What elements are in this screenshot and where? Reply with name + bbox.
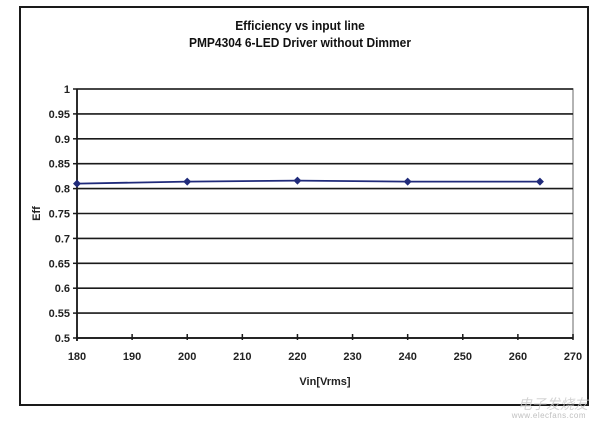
- data-point-marker: [183, 177, 192, 186]
- data-line: [76, 179, 540, 185]
- y-tick-label: 0.55: [49, 308, 70, 320]
- watermark-logo: 电子发烧友: [518, 396, 588, 412]
- x-tick-label: 260: [509, 351, 527, 363]
- y-tick-label: 0.6: [55, 283, 70, 295]
- x-tick-label: 220: [288, 351, 306, 363]
- x-axis-label: Vin[Vrms]: [299, 376, 350, 388]
- x-tick-label: 250: [454, 351, 472, 363]
- x-tick-label: 180: [68, 351, 86, 363]
- y-tick-label: 0.75: [49, 209, 70, 221]
- x-tick-label: 190: [123, 351, 141, 363]
- data-point-marker: [73, 179, 81, 188]
- x-tick-label: 210: [233, 351, 251, 363]
- x-tick-label: 240: [398, 351, 416, 363]
- y-tick-label: 0.5: [55, 333, 70, 345]
- x-tick-label: 230: [343, 351, 361, 363]
- data-point-marker: [403, 177, 412, 186]
- chart-subtitle: PMP4304 6-LED Driver without Dimmer: [188, 35, 411, 50]
- y-tick-label: 0.7: [55, 233, 70, 245]
- y-tick-label: 0.9: [55, 134, 70, 146]
- x-tick-label: 270: [564, 351, 582, 363]
- y-tick-label: 0.8: [55, 184, 70, 196]
- watermark-url: www.elecfans.com: [511, 411, 586, 420]
- y-tick-label: 0.95: [49, 109, 70, 121]
- data-point-marker: [293, 176, 302, 185]
- data-point-marker: [535, 177, 544, 186]
- chart-frame: [19, 6, 589, 406]
- x-tick-label: 200: [178, 351, 196, 363]
- y-axis-label: Eff: [31, 206, 43, 221]
- chart-title: Efficiency vs input line: [235, 18, 365, 33]
- y-tick-label: 1: [64, 84, 70, 96]
- y-tick-label: 0.85: [49, 159, 70, 171]
- y-tick-label: 0.65: [49, 258, 70, 270]
